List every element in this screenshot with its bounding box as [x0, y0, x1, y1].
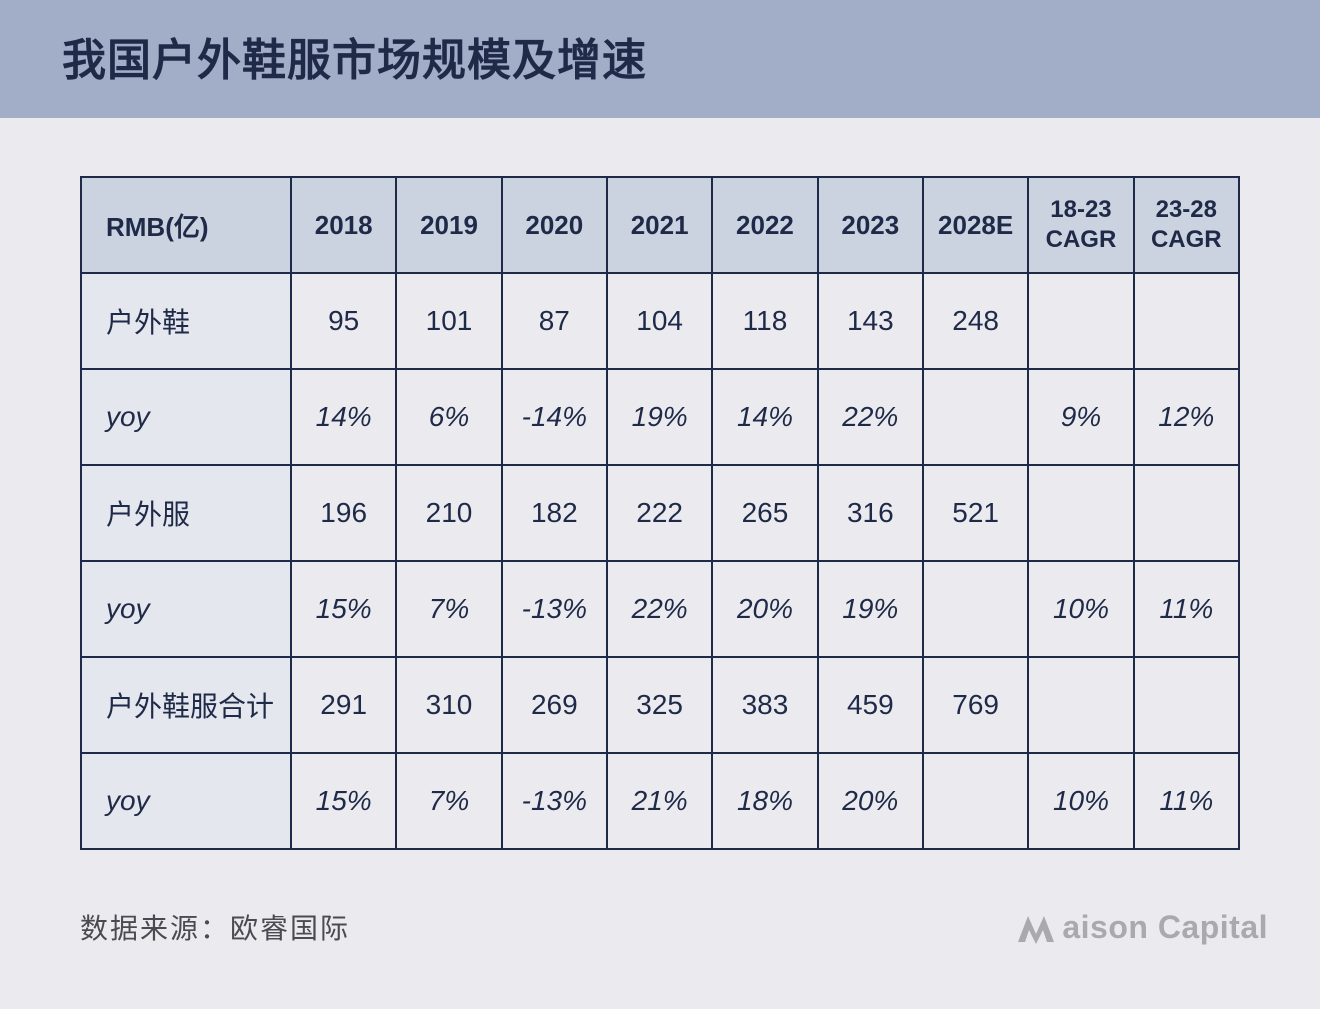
- table-cell: [1134, 465, 1239, 561]
- table-cell: 10%: [1028, 561, 1133, 657]
- row-label: yoy: [81, 561, 291, 657]
- data-source: 数据来源：欧睿国际: [80, 907, 350, 947]
- col-2018: 2018: [291, 177, 396, 273]
- table-cell: 10%: [1028, 753, 1133, 849]
- table-cell: 21%: [607, 753, 712, 849]
- logo-text: aison Capital: [1062, 909, 1268, 946]
- table-cell: 101: [396, 273, 501, 369]
- table-cell: 104: [607, 273, 712, 369]
- market-table: RMB(亿) 2018 2019 2020 2021 2022 2023 202…: [80, 176, 1240, 850]
- table-row: 户外鞋服合计291310269325383459769: [81, 657, 1239, 753]
- table-cell: 18%: [712, 753, 817, 849]
- table-cell: [923, 753, 1028, 849]
- row-label: 户外服: [81, 465, 291, 561]
- col-2021: 2021: [607, 177, 712, 273]
- row-label: 户外鞋服合计: [81, 657, 291, 753]
- table-cell: 9%: [1028, 369, 1133, 465]
- table-cell: 95: [291, 273, 396, 369]
- table-row: 户外服196210182222265316521: [81, 465, 1239, 561]
- table-cell: 12%: [1134, 369, 1239, 465]
- table-cell: -13%: [502, 753, 607, 849]
- col-2019: 2019: [396, 177, 501, 273]
- table-row: yoy15%7%-13%21%18%20% 10%11%: [81, 753, 1239, 849]
- table-cell: 15%: [291, 753, 396, 849]
- table-cell: 769: [923, 657, 1028, 753]
- table-cell: 325: [607, 657, 712, 753]
- table-cell: -13%: [502, 561, 607, 657]
- table-cell: 11%: [1134, 561, 1239, 657]
- table-cell: 182: [502, 465, 607, 561]
- table-cell: [923, 561, 1028, 657]
- logo-mark-icon: [1016, 910, 1056, 944]
- footer: 数据来源：欧睿国际 aison Capital: [80, 907, 1268, 947]
- table-row: 户外鞋9510187104118143248: [81, 273, 1239, 369]
- col-2023: 2023: [818, 177, 923, 273]
- col-2028e: 2028E: [923, 177, 1028, 273]
- table-cell: 7%: [396, 753, 501, 849]
- table-cell: 20%: [712, 561, 817, 657]
- table-cell: [923, 369, 1028, 465]
- table-cell: 19%: [818, 561, 923, 657]
- col-cagr-23-28: 23-28CAGR: [1134, 177, 1239, 273]
- table-cell: 20%: [818, 753, 923, 849]
- table-cell: [1134, 273, 1239, 369]
- table-cell: 22%: [607, 561, 712, 657]
- col-cagr-18-23: 18-23CAGR: [1028, 177, 1133, 273]
- table-cell: 383: [712, 657, 817, 753]
- table-cell: 6%: [396, 369, 501, 465]
- table-cell: -14%: [502, 369, 607, 465]
- header-label: RMB(亿): [81, 177, 291, 273]
- table-cell: 14%: [291, 369, 396, 465]
- table-cell: 7%: [396, 561, 501, 657]
- header-bar: 我国户外鞋服市场规模及增速: [0, 0, 1320, 118]
- table-header-row: RMB(亿) 2018 2019 2020 2021 2022 2023 202…: [81, 177, 1239, 273]
- table-cell: [1028, 465, 1133, 561]
- row-label: 户外鞋: [81, 273, 291, 369]
- table-cell: 210: [396, 465, 501, 561]
- table-cell: 248: [923, 273, 1028, 369]
- row-label: yoy: [81, 753, 291, 849]
- table-cell: 11%: [1134, 753, 1239, 849]
- brand-logo: aison Capital: [1016, 909, 1268, 946]
- table-cell: 459: [818, 657, 923, 753]
- table-cell: 15%: [291, 561, 396, 657]
- table-cell: 521: [923, 465, 1028, 561]
- table-cell: 87: [502, 273, 607, 369]
- table-cell: 222: [607, 465, 712, 561]
- table-cell: 19%: [607, 369, 712, 465]
- table-cell: 22%: [818, 369, 923, 465]
- table-cell: 143: [818, 273, 923, 369]
- table-container: RMB(亿) 2018 2019 2020 2021 2022 2023 202…: [80, 176, 1240, 850]
- table-cell: 196: [291, 465, 396, 561]
- table-row: yoy14%6%-14%19%14%22%9%12%: [81, 369, 1239, 465]
- col-2020: 2020: [502, 177, 607, 273]
- col-2022: 2022: [712, 177, 817, 273]
- page-title: 我国户外鞋服市场规模及增速: [62, 24, 647, 88]
- table-cell: 291: [291, 657, 396, 753]
- table-row: yoy15%7%-13%22%20%19% 10%11%: [81, 561, 1239, 657]
- table-cell: [1134, 657, 1239, 753]
- table-cell: 310: [396, 657, 501, 753]
- table-cell: 14%: [712, 369, 817, 465]
- table-body: 户外鞋9510187104118143248yoy14%6%-14%19%14%…: [81, 273, 1239, 849]
- table-cell: 316: [818, 465, 923, 561]
- row-label: yoy: [81, 369, 291, 465]
- table-cell: 118: [712, 273, 817, 369]
- table-cell: 269: [502, 657, 607, 753]
- table-cell: 265: [712, 465, 817, 561]
- table-cell: [1028, 657, 1133, 753]
- table-cell: [1028, 273, 1133, 369]
